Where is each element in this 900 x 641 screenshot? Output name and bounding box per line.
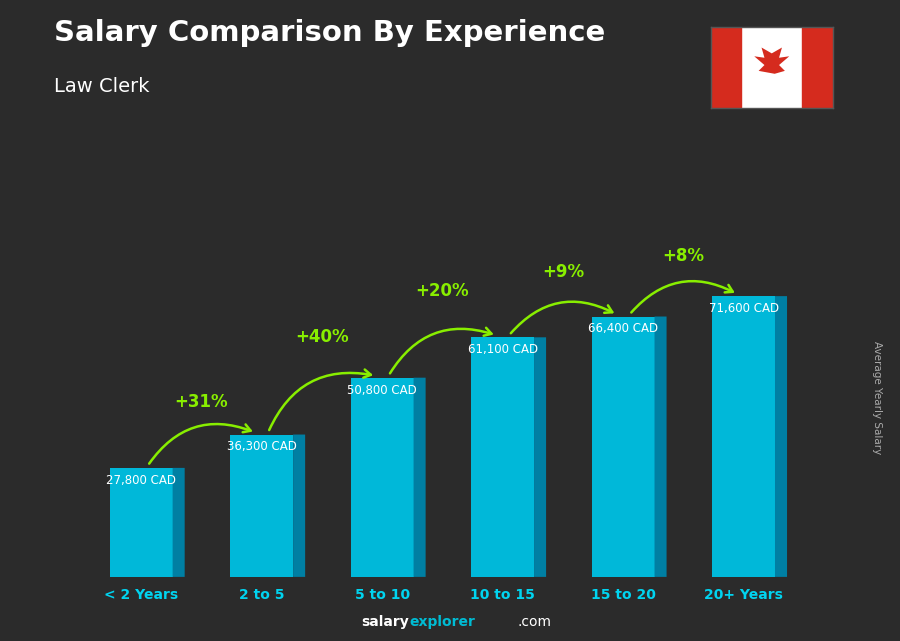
Polygon shape <box>293 435 305 577</box>
Text: +8%: +8% <box>662 247 705 265</box>
Text: Average Yearly Salary: Average Yearly Salary <box>872 341 883 454</box>
Polygon shape <box>173 468 184 577</box>
Text: 71,600 CAD: 71,600 CAD <box>708 302 778 315</box>
Text: 61,100 CAD: 61,100 CAD <box>468 343 538 356</box>
Text: Law Clerk: Law Clerk <box>54 77 149 96</box>
Polygon shape <box>654 317 667 577</box>
Polygon shape <box>775 296 787 577</box>
Text: salary: salary <box>362 615 410 629</box>
Bar <box>472 337 534 577</box>
Bar <box>802 27 832 108</box>
Polygon shape <box>414 378 426 577</box>
Polygon shape <box>534 337 546 577</box>
Text: +20%: +20% <box>416 282 469 300</box>
Polygon shape <box>754 47 789 83</box>
Bar <box>110 468 173 577</box>
Bar <box>351 378 414 577</box>
Text: +31%: +31% <box>175 393 229 411</box>
Text: 50,800 CAD: 50,800 CAD <box>347 383 417 397</box>
Text: +9%: +9% <box>542 263 584 281</box>
Text: 36,300 CAD: 36,300 CAD <box>227 440 297 453</box>
Text: Salary Comparison By Experience: Salary Comparison By Experience <box>54 19 605 47</box>
Bar <box>592 317 654 577</box>
Text: explorer: explorer <box>410 615 475 629</box>
Bar <box>230 435 293 577</box>
Text: 27,800 CAD: 27,800 CAD <box>106 474 176 487</box>
Text: .com: .com <box>518 615 552 629</box>
Bar <box>712 296 775 577</box>
Text: +40%: +40% <box>295 328 349 346</box>
Bar <box>711 27 742 108</box>
Text: 66,400 CAD: 66,400 CAD <box>588 322 658 335</box>
